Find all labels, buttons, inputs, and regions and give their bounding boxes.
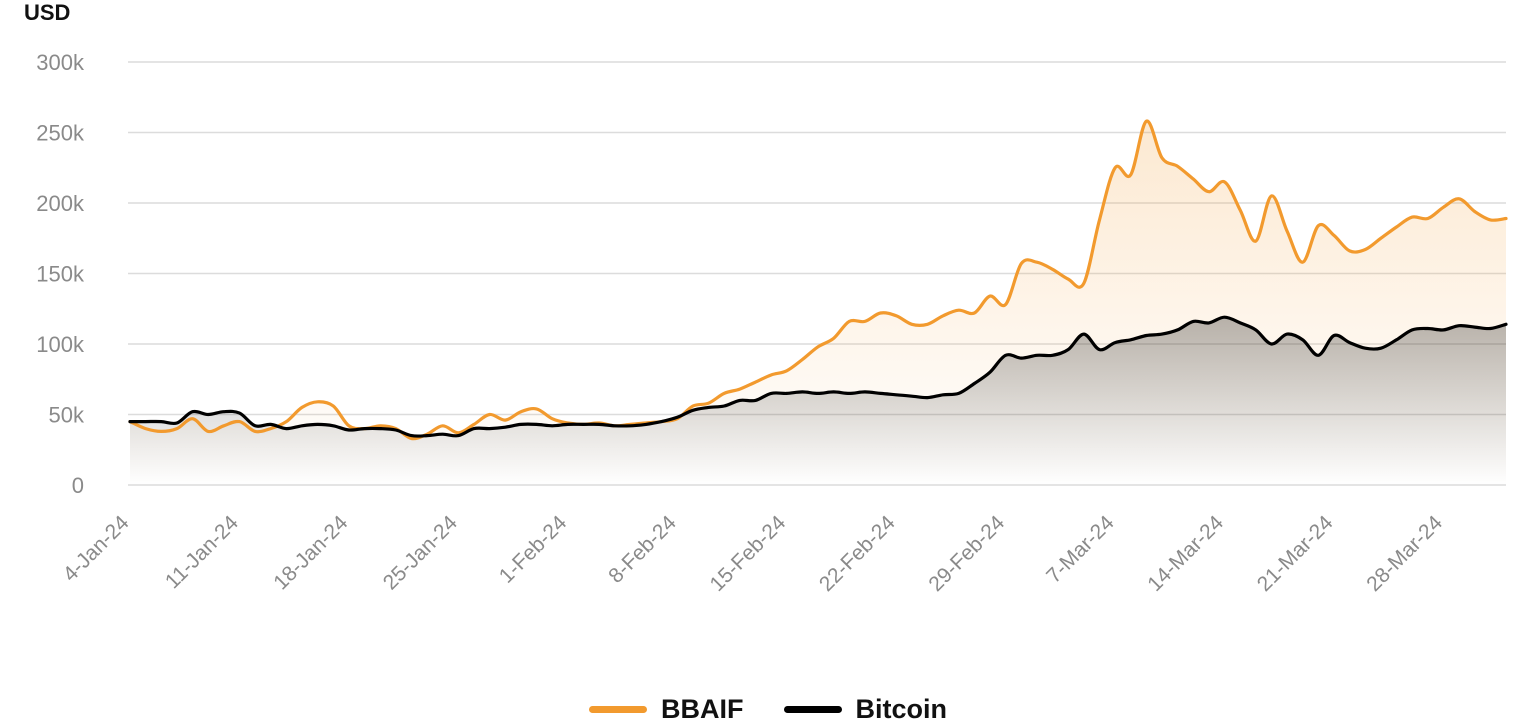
x-tick-label: 21-Mar-24	[1253, 511, 1338, 596]
area-bitcoin	[130, 317, 1506, 485]
y-tick-label: 250k	[36, 121, 85, 146]
x-tick-label: 4-Jan-24	[59, 511, 134, 586]
x-tick-label: 11-Jan-24	[161, 511, 243, 593]
y-axis-ticks: 0 50k 100k 150k 200k 250k 300k	[36, 50, 85, 498]
legend-swatch-bbaif	[589, 705, 647, 713]
price-chart: USD 0 50k 100k 150k 200k 250k 300k 4-Jan-24 11-…	[24, 0, 1508, 596]
x-tick-label: 15-Feb-24	[705, 511, 790, 596]
y-tick-label: 100k	[36, 332, 85, 357]
legend-label-bitcoin: Bitcoin	[855, 693, 948, 724]
y-axis-label: USD	[24, 0, 70, 25]
grid-lines	[128, 61, 1506, 486]
x-tick-label: 7-Mar-24	[1042, 511, 1119, 588]
x-axis-ticks: 4-Jan-24 11-Jan-24 18-Jan-24 25-Jan-24 1-Feb…	[59, 511, 1448, 596]
series-line-bitcoin	[128, 315, 1508, 438]
series-areas	[130, 121, 1506, 486]
x-tick-label: 28-Mar-24	[1362, 511, 1447, 596]
x-tick-label: 25-Jan-24	[379, 511, 462, 594]
y-tick-label: 0	[72, 473, 84, 498]
y-tick-label: 300k	[36, 50, 85, 75]
x-tick-label: 18-Jan-24	[269, 511, 352, 594]
x-tick-label: 14-Mar-24	[1143, 511, 1228, 596]
x-tick-label: 8-Feb-24	[604, 511, 681, 588]
legend-swatch-bitcoin	[783, 705, 842, 713]
legend-item-bbaif[interactable]: BBAIF	[589, 694, 744, 725]
legend-item-bitcoin[interactable]: Bitcoin	[783, 693, 948, 725]
x-tick-label: 1-Feb-24	[495, 511, 572, 588]
y-tick-label: 50k	[49, 403, 85, 428]
legend: BBAIF Bitcoin	[0, 690, 1536, 728]
series-lines	[128, 119, 1508, 441]
y-tick-label: 150k	[36, 262, 85, 287]
x-tick-label: 22-Feb-24	[815, 511, 900, 596]
legend-label-bbaif: BBAIF	[661, 693, 744, 724]
x-tick-label: 29-Feb-24	[924, 511, 1009, 596]
y-tick-label: 200k	[36, 191, 85, 216]
